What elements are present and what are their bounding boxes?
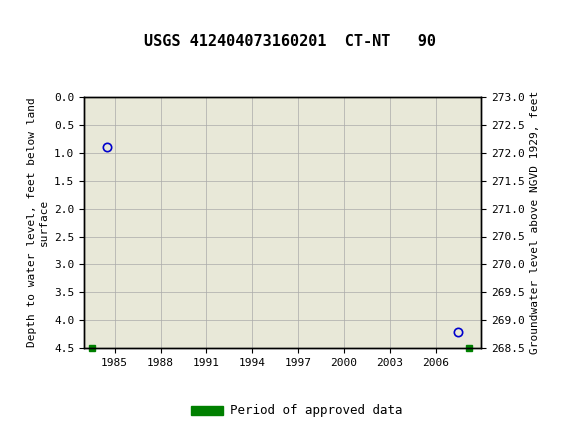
Text: Period of approved data: Period of approved data xyxy=(230,404,403,417)
Y-axis label: Depth to water level, feet below land
surface: Depth to water level, feet below land su… xyxy=(27,98,49,347)
Text: ╱USGS: ╱USGS xyxy=(9,9,63,30)
Text: USGS 412404073160201  CT-NT   90: USGS 412404073160201 CT-NT 90 xyxy=(144,34,436,49)
Y-axis label: Groundwater level above NGVD 1929, feet: Groundwater level above NGVD 1929, feet xyxy=(531,91,541,354)
